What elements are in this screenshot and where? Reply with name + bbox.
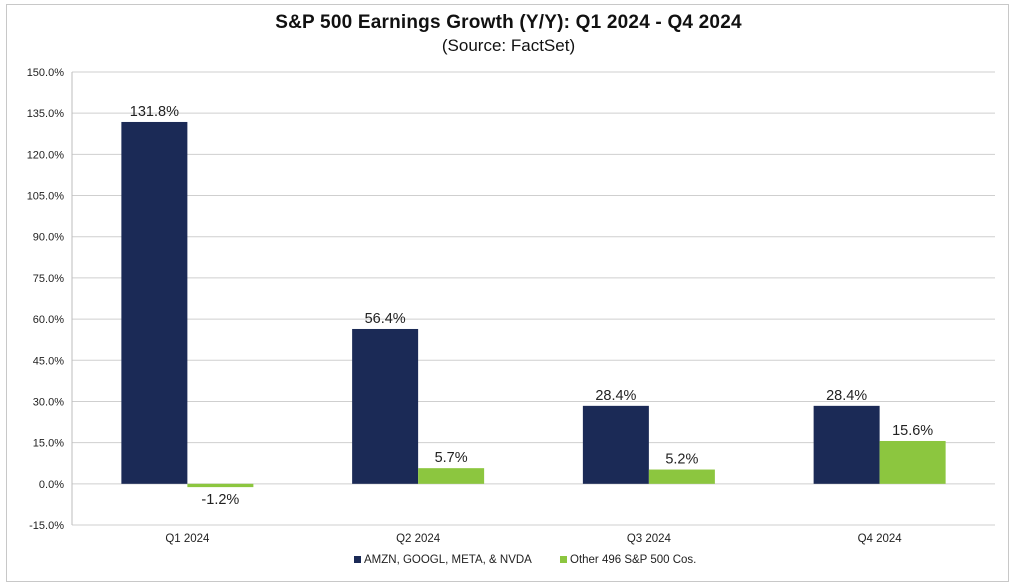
data-label: 5.7% [435, 450, 468, 466]
data-label: -1.2% [201, 492, 239, 508]
bar-top4 [352, 328, 419, 484]
data-label: 5.2% [665, 452, 698, 468]
x-tick-label: Q4 2024 [858, 533, 903, 545]
data-label: 56.4% [365, 311, 406, 327]
y-tick-label: 135.0% [27, 108, 65, 120]
legend-label: AMZN, GOOGL, META, & NVDA [364, 554, 532, 566]
y-tick-label: 75.0% [33, 273, 64, 285]
legend-swatch [354, 556, 361, 563]
legend-swatch [560, 556, 567, 563]
y-tick-label: -15.0% [29, 520, 64, 532]
y-tick-label: 120.0% [27, 149, 65, 161]
x-tick-label: Q3 2024 [627, 533, 672, 545]
chart-title: S&P 500 Earnings Growth (Y/Y): Q1 2024 -… [275, 12, 742, 33]
bar-top4 [813, 405, 880, 484]
x-tick-label: Q1 2024 [165, 533, 210, 545]
y-tick-label: 30.0% [33, 396, 64, 408]
bar-top4 [121, 121, 188, 484]
x-tick-label: Q2 2024 [396, 533, 441, 545]
bar-other496 [418, 468, 485, 484]
y-tick-label: 90.0% [33, 232, 64, 244]
y-tick-label: 60.0% [33, 314, 64, 326]
bar-other496 [648, 469, 715, 484]
data-label: 15.6% [892, 423, 933, 439]
y-tick-label: 45.0% [33, 355, 64, 367]
y-tick-label: 105.0% [27, 191, 65, 203]
bar-top4 [582, 405, 649, 484]
data-label: 28.4% [826, 388, 867, 404]
y-tick-label: 150.0% [27, 67, 65, 79]
y-tick-label: 15.0% [33, 438, 64, 450]
data-label: 131.8% [130, 104, 179, 120]
data-label: 28.4% [595, 388, 636, 404]
bar-other496 [879, 440, 946, 484]
legend-label: Other 496 S&P 500 Cos. [570, 554, 696, 566]
y-tick-label: 0.0% [39, 479, 64, 491]
chart-subtitle: (Source: FactSet) [441, 36, 576, 55]
bar-other496 [187, 483, 254, 488]
